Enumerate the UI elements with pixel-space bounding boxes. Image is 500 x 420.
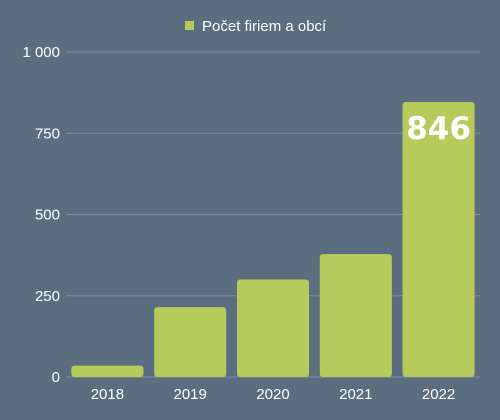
bar-2019 (154, 307, 227, 377)
bar-2021 (319, 254, 392, 377)
y-tick-label: 250 (35, 288, 60, 305)
data-labels: 846 (406, 111, 471, 147)
y-tick-label: 750 (35, 125, 60, 142)
x-axis: 2018 2019 2020 2021 2022 (91, 386, 456, 403)
x-tick-label: 2020 (256, 386, 289, 403)
y-tick-label: 1 000 (22, 44, 60, 61)
chart-legend: Počet firiem a obcí (185, 18, 327, 35)
bar-2020 (236, 279, 310, 377)
bars (71, 102, 475, 378)
data-label-2022: 846 (406, 111, 471, 147)
x-tick-label: 2021 (339, 386, 372, 403)
bar-2022 (402, 102, 475, 378)
y-axis: 0 250 500 750 1 000 (22, 44, 60, 386)
x-tick-label: 2019 (174, 386, 207, 403)
bar-2018 (71, 365, 144, 377)
legend-label: Počet firiem a obcí (202, 18, 327, 35)
x-tick-label: 2022 (422, 386, 455, 403)
y-tick-label: 0 (52, 369, 60, 386)
legend-swatch (185, 21, 194, 30)
y-tick-label: 500 (35, 207, 60, 224)
x-tick-label: 2018 (91, 386, 124, 403)
